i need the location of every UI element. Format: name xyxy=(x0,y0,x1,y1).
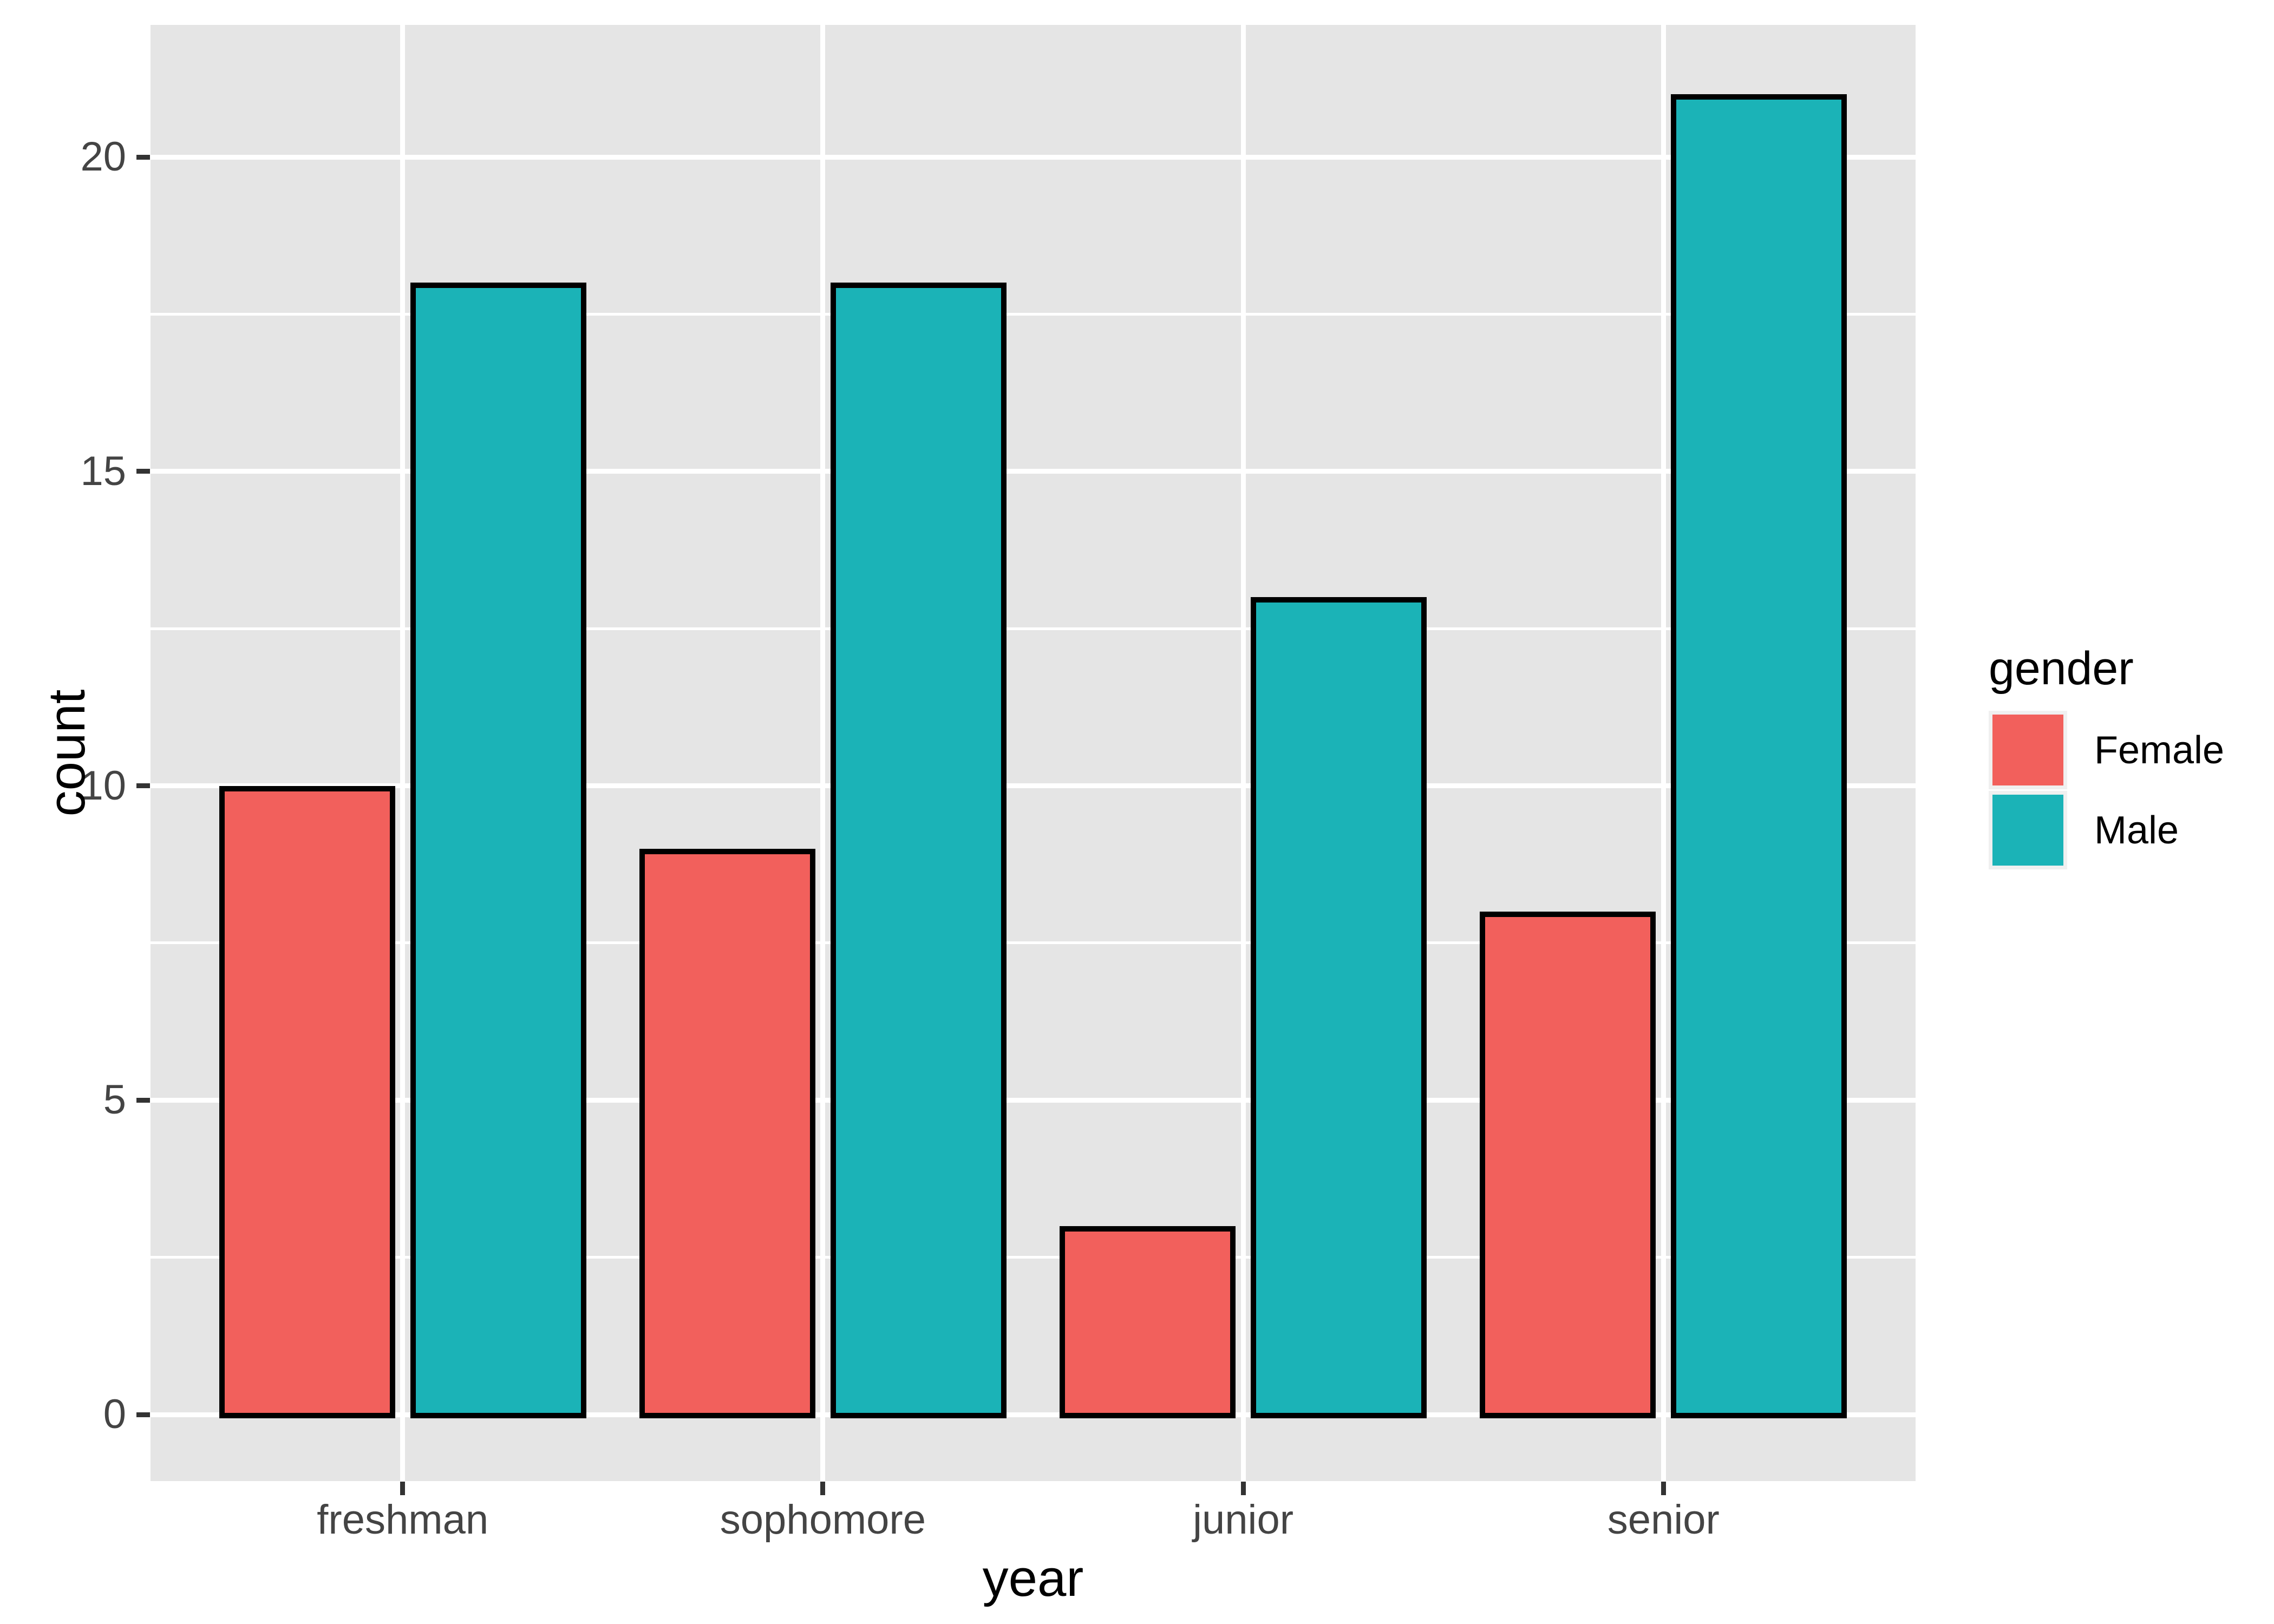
y-tick-label: 0 xyxy=(103,1391,126,1437)
legend-key xyxy=(1989,711,2067,789)
minor-gridline xyxy=(151,941,1916,945)
minor-gridline xyxy=(151,627,1916,630)
x-tick-label: senior xyxy=(1607,1497,1720,1543)
major-gridline xyxy=(151,469,1916,474)
minor-gridline xyxy=(151,312,1916,316)
category-gridline xyxy=(820,25,826,1481)
plot-panel xyxy=(151,25,1916,1481)
female-swatch-icon xyxy=(1992,715,2063,785)
legend-label: Male xyxy=(2094,808,2179,852)
legend-label: Female xyxy=(2094,728,2225,772)
legend-title: gender xyxy=(1989,643,2134,695)
y-tick-mark xyxy=(136,469,150,474)
y-tick-mark xyxy=(136,1412,150,1417)
x-tick-label: sophomore xyxy=(720,1497,926,1543)
x-tick-label: junior xyxy=(1193,1497,1294,1543)
bar-senior-male xyxy=(1671,94,1847,1418)
x-tick-label: freshman xyxy=(317,1497,489,1543)
legend-entry-female: Female xyxy=(1989,711,2224,789)
y-tick-label: 5 xyxy=(103,1077,126,1123)
major-gridline xyxy=(151,783,1916,789)
category-gridline xyxy=(400,25,406,1481)
legend-key xyxy=(1989,791,2067,869)
x-tick-mark xyxy=(1240,1482,1246,1495)
x-tick-mark xyxy=(820,1482,826,1495)
bar-senior-female xyxy=(1480,911,1656,1418)
major-gridline xyxy=(151,154,1916,160)
legend-entries: Female Male xyxy=(1989,711,2224,869)
bar-sophomore-female xyxy=(639,848,815,1418)
category-gridline xyxy=(1240,25,1246,1481)
category-gridline xyxy=(1661,25,1666,1481)
legend-entry-male: Male xyxy=(1989,791,2224,869)
y-tick-mark xyxy=(136,783,150,789)
bar-junior-female xyxy=(1060,1226,1236,1418)
bar-sophomore-male xyxy=(830,283,1007,1418)
x-axis-title: year xyxy=(982,1549,1084,1607)
major-gridline xyxy=(151,1097,1916,1103)
bar-freshman-male xyxy=(410,283,586,1418)
bar-junior-male xyxy=(1251,597,1427,1418)
major-gridline xyxy=(151,1412,1916,1417)
legend: gender Female Male xyxy=(1989,644,2224,869)
bar-freshman-female xyxy=(219,785,395,1418)
y-axis-title: count xyxy=(38,689,96,817)
y-tick-label: 15 xyxy=(80,448,126,494)
male-swatch-icon xyxy=(1992,795,2063,866)
x-tick-mark xyxy=(400,1482,406,1495)
y-tick-mark xyxy=(136,154,150,160)
minor-gridline xyxy=(151,1256,1916,1259)
y-tick-label: 10 xyxy=(80,762,126,809)
y-tick-label: 20 xyxy=(80,134,126,180)
x-tick-mark xyxy=(1661,1482,1666,1495)
y-tick-mark xyxy=(136,1097,150,1103)
